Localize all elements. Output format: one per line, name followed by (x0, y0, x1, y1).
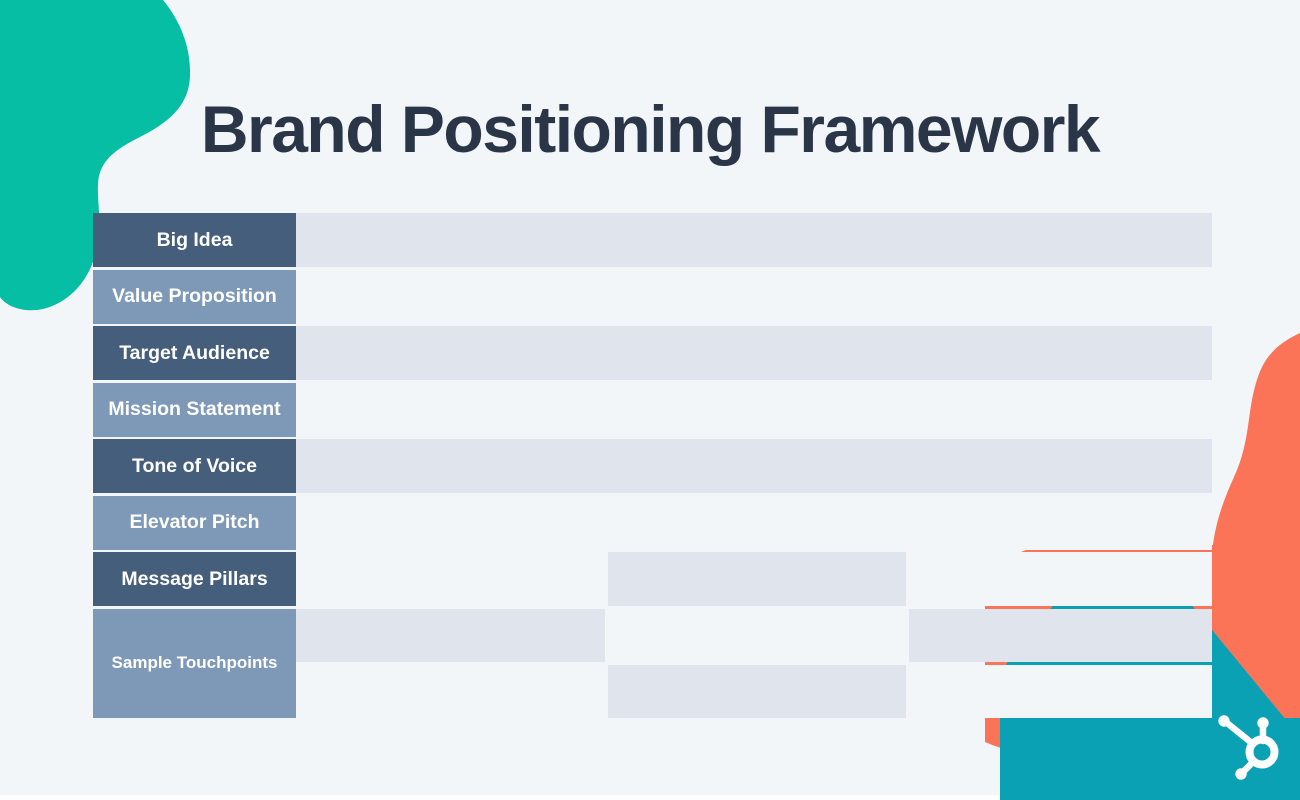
row-label-text: Tone of Voice (132, 454, 257, 477)
field-sample-touchpoints-r2-col1 (296, 665, 605, 718)
row-label-sample-touchpoints: Sample Touchpoints (93, 608, 296, 718)
field-sample-touchpoints-r2-col3 (909, 665, 1212, 718)
field-mission-statement (296, 382, 1212, 437)
field-sample-touchpoints-r1-col2 (608, 608, 906, 662)
row-label-text: Big Idea (156, 228, 233, 251)
field-message-pillars-col3 (909, 552, 1212, 606)
row-label-value-proposition: Value Proposition (93, 269, 296, 324)
field-tone-of-voice (296, 439, 1212, 493)
row-label-elevator-pitch: Elevator Pitch (93, 495, 296, 550)
row-label-text: Message Pillars (121, 567, 268, 590)
hubspot-sprocket-icon (1218, 715, 1279, 780)
row-label-tone-of-voice: Tone of Voice (93, 439, 296, 493)
page-title: Brand Positioning Framework (200, 92, 1101, 166)
row-label-message-pillars: Message Pillars (93, 552, 296, 606)
row-label-text: Target Audience (119, 341, 270, 364)
field-big-idea (296, 213, 1212, 267)
field-sample-touchpoints-r1-col3 (909, 608, 1212, 662)
field-sample-touchpoints-r1-col1 (296, 608, 605, 662)
green-blob-shape (0, 0, 191, 311)
field-value-proposition (296, 269, 1212, 324)
field-sample-touchpoints-r2-col2 (608, 665, 906, 718)
bottom-white-strip (0, 795, 1300, 800)
row-label-target-audience: Target Audience (93, 326, 296, 380)
row-label-text: Mission Statement (108, 398, 281, 420)
row-label-mission-statement: Mission Statement (93, 382, 296, 437)
field-target-audience (296, 326, 1212, 380)
row-label-text: Elevator Pitch (129, 511, 260, 533)
field-message-pillars-col2 (608, 552, 906, 606)
row-label-big-idea: Big Idea (93, 213, 296, 267)
field-elevator-pitch (296, 495, 1212, 550)
row-label-text: Sample Touchpoints (111, 653, 278, 673)
row-label-text: Value Proposition (112, 285, 277, 307)
field-message-pillars-col1 (296, 552, 605, 606)
